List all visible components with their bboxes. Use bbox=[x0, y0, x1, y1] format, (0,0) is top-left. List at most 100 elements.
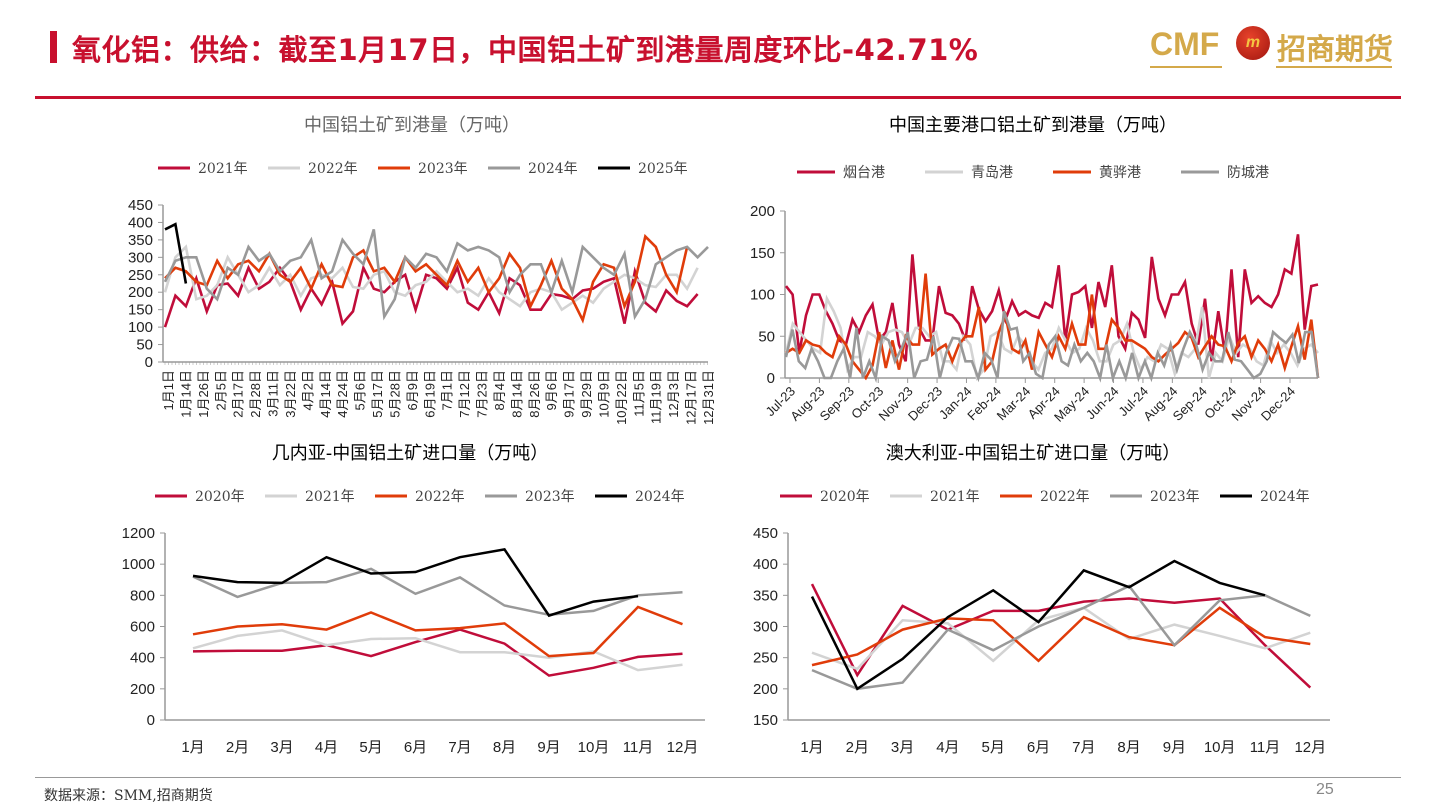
x-tick-label: 10月 bbox=[1204, 739, 1236, 756]
y-tick-label: 250 bbox=[128, 267, 153, 284]
x-tick-label: 10月22日 bbox=[614, 370, 629, 425]
y-tick-label: 200 bbox=[128, 284, 153, 301]
y-tick-label: 600 bbox=[130, 619, 155, 636]
x-tick-label: 6月 bbox=[404, 739, 427, 756]
company-logo: CMF m 招商期货 bbox=[1150, 24, 1395, 70]
series-line-2021年 bbox=[192, 629, 683, 672]
data-source: 数据来源：SMM,招商期货 bbox=[44, 788, 213, 804]
legend-label: 青岛港 bbox=[971, 165, 1013, 181]
y-tick-label: 300 bbox=[128, 249, 153, 266]
x-tick-label: 1月1日 bbox=[161, 370, 176, 410]
legend-label: 2022年 bbox=[308, 161, 358, 177]
x-tick-label: 11月 bbox=[1250, 739, 1281, 756]
x-tick-label: 3月 bbox=[891, 739, 914, 756]
x-tick-label: 9月29日 bbox=[579, 370, 594, 418]
legend-label: 2023年 bbox=[1150, 489, 1200, 505]
header-divider bbox=[35, 96, 1401, 99]
x-tick-label: 9月6日 bbox=[544, 370, 559, 410]
logo-cn-text: 招商期货 bbox=[1277, 32, 1394, 66]
x-tick-label: 12月 bbox=[1294, 739, 1326, 756]
legend-label: 2021年 bbox=[930, 489, 980, 505]
x-tick-label: 7月1日 bbox=[440, 370, 455, 410]
chart-title: 中国主要港口铝土矿到港量（万吨） bbox=[889, 115, 1177, 136]
x-tick-label: 4月2日 bbox=[300, 370, 315, 410]
chart-title: 澳大利亚-中国铝土矿进口量（万吨） bbox=[886, 443, 1181, 464]
y-tick-label: 150 bbox=[128, 302, 153, 319]
x-tick-label: 1月 bbox=[181, 739, 204, 756]
series-line-2022年 bbox=[192, 605, 683, 658]
legend-label: 2024年 bbox=[1260, 489, 1310, 505]
x-tick-label: 7月12日 bbox=[457, 370, 472, 418]
chart-title: 几内亚-中国铝土矿进口量（万吨） bbox=[272, 443, 549, 464]
series-line-2024年 bbox=[192, 548, 639, 618]
series-line-2021年 bbox=[811, 606, 1311, 671]
y-tick-label: 350 bbox=[128, 232, 153, 249]
chart-3: 几内亚-中国铝土矿进口量（万吨） 2020年 2021年 2022年 2023年 2024… bbox=[122, 443, 705, 756]
logo-cmf-text: CMF bbox=[1150, 26, 1220, 62]
footer-divider bbox=[35, 777, 1401, 778]
legend-label: 2023年 bbox=[418, 161, 468, 177]
y-tick-label: 400 bbox=[753, 556, 778, 573]
series-line-黄骅港 bbox=[785, 273, 1320, 381]
legend-label: 2020年 bbox=[195, 489, 245, 505]
legend-label: 2022年 bbox=[1040, 489, 1090, 505]
legend-label: 黄骅港 bbox=[1099, 164, 1141, 181]
x-tick-label: 6月19日 bbox=[422, 370, 437, 418]
x-tick-label: 5月6日 bbox=[353, 370, 368, 410]
x-tick-label: Mar-24 bbox=[994, 384, 1034, 424]
page-title: 氧化铝：供给：截至1月17日，中国铝土矿到港量周度环比-42.71% bbox=[72, 33, 979, 67]
x-tick-label: 8月 bbox=[493, 739, 516, 756]
x-tick-label: 12月31日 bbox=[701, 370, 716, 425]
y-tick-label: 100 bbox=[128, 319, 153, 336]
x-tick-label: 2月17日 bbox=[231, 370, 246, 418]
logo-underline bbox=[1276, 66, 1392, 68]
x-tick-label: 5月17日 bbox=[370, 370, 385, 418]
series-line-2022年 bbox=[811, 606, 1311, 667]
x-tick-label: 2月 bbox=[846, 739, 869, 756]
y-tick-label: 450 bbox=[128, 197, 153, 214]
x-tick-label: 3月22日 bbox=[283, 370, 298, 418]
series-line-防城港 bbox=[784, 310, 1320, 384]
title-accent-bar bbox=[50, 31, 57, 63]
x-tick-label: 5月28日 bbox=[387, 370, 402, 418]
chart-2: 中国主要港口铝土矿到港量（万吨） 烟台港 青岛港 黄骅港 防城港 0 50 100 150 200… bbox=[750, 115, 1320, 425]
legend-label: 2024年 bbox=[635, 489, 685, 505]
series-line-2020年 bbox=[192, 628, 683, 677]
y-tick-label: 1200 bbox=[122, 525, 155, 542]
y-tick-label: 0 bbox=[147, 712, 155, 729]
x-tick-label: 1月 bbox=[800, 739, 823, 756]
y-tick-label: 50 bbox=[136, 337, 153, 354]
y-tick-label: 800 bbox=[130, 587, 155, 604]
x-tick-label: 11月5日 bbox=[631, 370, 646, 417]
y-tick-label: 100 bbox=[750, 287, 775, 304]
x-tick-label: 1月26日 bbox=[196, 370, 211, 418]
series-line-2022年 bbox=[163, 244, 699, 312]
y-tick-label: 50 bbox=[758, 328, 775, 345]
legend-label: 防城港 bbox=[1227, 165, 1269, 181]
y-tick-label: 450 bbox=[753, 525, 778, 542]
chart-4: 澳大利亚-中国铝土矿进口量（万吨） 2020年 2021年 2022年 2023年 202… bbox=[753, 443, 1330, 756]
y-tick-label: 150 bbox=[750, 245, 775, 262]
x-tick-label: 2月28日 bbox=[248, 370, 263, 418]
y-tick-label: 300 bbox=[753, 619, 778, 636]
legend-label: 2024年 bbox=[528, 161, 578, 177]
legend-label: 2025年 bbox=[638, 161, 688, 177]
x-tick-label: 8月 bbox=[1117, 739, 1140, 756]
x-tick-label: 7月 bbox=[448, 739, 471, 756]
x-tick-label: 3月 bbox=[270, 739, 293, 756]
series-line-2023年 bbox=[811, 584, 1311, 691]
legend-label: 2022年 bbox=[415, 489, 465, 505]
y-tick-label: 1000 bbox=[122, 556, 155, 573]
y-tick-label: 200 bbox=[130, 681, 155, 698]
x-tick-label: 9月 bbox=[1163, 739, 1186, 756]
x-tick-label: 10月9日 bbox=[596, 370, 611, 418]
x-tick-label: 12月 bbox=[667, 739, 699, 756]
x-tick-label: 2月5日 bbox=[213, 370, 228, 410]
y-tick-label: 250 bbox=[753, 650, 778, 667]
series-line-2024年 bbox=[810, 559, 1266, 691]
legend-label: 2023年 bbox=[525, 489, 575, 505]
x-tick-label: 4月 bbox=[315, 739, 338, 756]
x-tick-label: 5月 bbox=[359, 739, 382, 756]
y-tick-label: 350 bbox=[753, 587, 778, 604]
